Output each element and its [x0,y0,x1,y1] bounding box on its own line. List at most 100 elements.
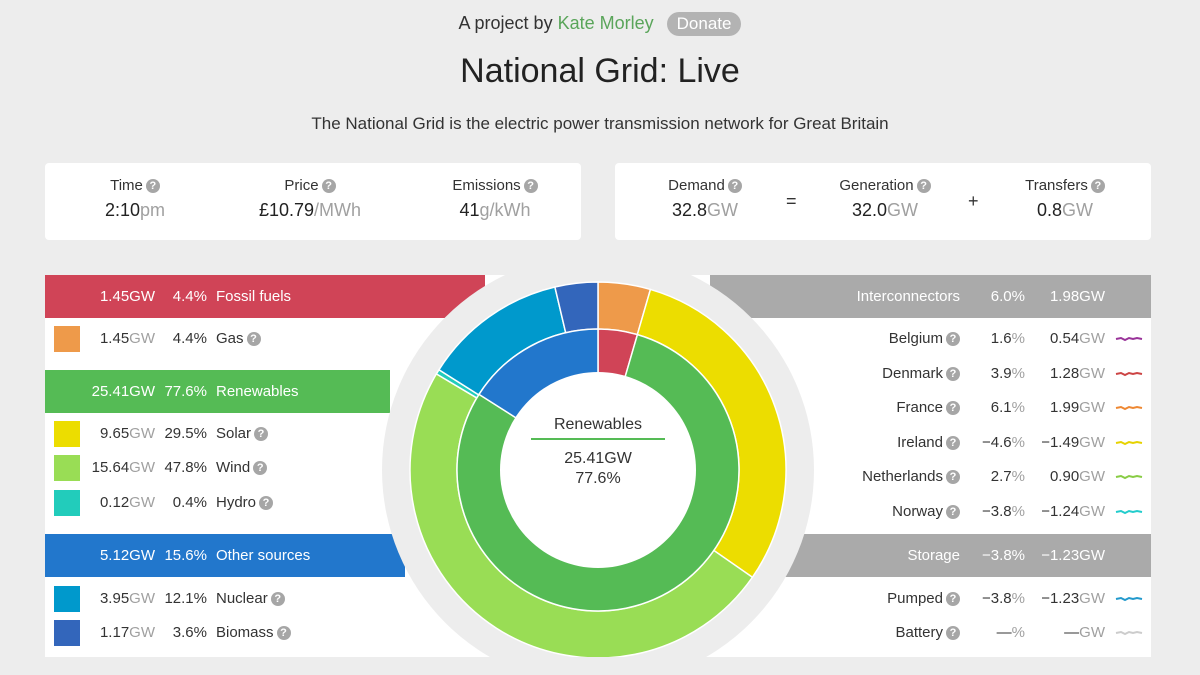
storage-label: Pumped [887,590,943,607]
help-icon[interactable]: ? [523,179,538,194]
stat-demand-label: Demand [668,177,725,194]
storage-band: Storage −3.8% −1.23GW [765,534,1151,577]
interconnectors-row: Netherlands? 2.7% 0.90GW [710,460,1151,494]
donate-button[interactable]: Donate [666,12,742,36]
gas-gw: 1.45 [99,330,130,347]
renewables-gw-unit: GW [129,383,155,400]
storage-row: Battery? —% —GW [710,616,1151,650]
biomass-gw: 1.17 [99,624,130,641]
help-icon[interactable]: ? [946,592,960,607]
storage-row: Pumped? −3.8% −1.23GW [710,582,1151,616]
help-icon[interactable]: ? [946,435,960,450]
storage-gw-unit: GW [1079,590,1105,607]
storage-pct-unit: % [1011,590,1025,607]
storage-pct-unit: % [1011,624,1025,641]
help-icon[interactable]: ? [946,470,960,485]
help-icon[interactable]: ? [259,496,274,511]
stat-transfers-value: 0.8 [1036,200,1063,220]
fossil-gw-unit: GW [129,288,155,305]
nuclear-pct: 12.1% [164,590,207,607]
storage-gw-unit: GW [1079,547,1105,564]
other-gw: 5.12 [99,547,130,564]
interconnectors-pct-unit: % [1011,399,1025,416]
storage-gw: −1.23 [1041,547,1080,564]
interconnectors-label: Norway [892,502,943,520]
stat-demand-value: 32.8 [671,200,708,220]
help-icon[interactable]: ? [727,179,742,194]
biomass-pct: 3.6% [172,624,207,641]
byline: A project by Kate Morley Donate [0,12,1200,36]
help-icon[interactable]: ? [946,401,960,416]
interconnectors-label: Ireland [897,433,943,451]
help-icon[interactable]: ? [946,626,960,641]
biomass-label: Biomass [216,624,274,641]
interconnectors-pct-unit: % [1011,468,1025,485]
storage-label: Storage [907,547,960,564]
help-icon[interactable]: ? [253,461,268,476]
help-icon[interactable]: ? [946,366,960,381]
author-link[interactable]: Kate Morley [557,13,654,33]
renewables-gw: 25.41 [91,383,130,400]
interconnectors-pct: −3.8 [982,502,1012,520]
other-sources-band: 5.12GW 15.6% Other sources [45,534,405,577]
plus-sign: + [968,191,979,211]
fossil-pct: 4.4% [172,288,207,305]
help-icon[interactable]: ? [1090,179,1105,194]
help-icon[interactable]: ? [916,179,931,194]
interconnectors-gw: 1.98 [1049,288,1080,305]
storage-pct: −3.8% [982,547,1025,564]
help-icon[interactable]: ? [145,179,160,194]
biomass-swatch [54,620,80,646]
nuclear-gw: 3.95 [99,590,130,607]
sparkline-icon [1115,509,1143,514]
solar-label: Solar [216,425,252,442]
stat-time-label: Time [110,177,143,194]
help-icon[interactable]: ? [276,626,291,641]
help-icon[interactable]: ? [321,179,336,194]
sparkline-icon [1115,371,1143,376]
nuclear-gw-unit: GW [129,590,155,607]
gas-swatch [54,326,80,352]
interconnectors-pct-unit: % [1011,364,1025,382]
stat-emissions: Emissions? 41g/kWh [435,177,555,221]
interconnectors-pct: 1.6 [990,330,1012,347]
byline-prefix: A project by [458,13,553,33]
interconnectors-label: Netherlands [862,468,943,485]
hydro-pct: 0.4% [172,494,207,511]
fossil-fuels-band: 1.45GW 4.4% Fossil fuels [45,275,485,318]
donut-center-gw: 25.41GW [564,450,632,467]
solar-swatch [54,421,80,447]
wind-gw-unit: GW [129,459,155,476]
nuclear-label: Nuclear [216,590,268,607]
gas-label: Gas [216,330,244,347]
help-icon[interactable]: ? [254,427,269,442]
renewables-band: 25.41GW 77.6% Renewables [45,370,390,413]
solar-pct: 29.5% [164,425,207,442]
wind-row: 15.64GW 47.8% Wind? [45,451,385,485]
biomass-gw-unit: GW [129,624,155,641]
interconnectors-row: Ireland? −4.6% −1.49GW [710,426,1151,460]
sparkline-icon [1115,405,1143,411]
stat-transfers-label: Transfers [1025,177,1088,194]
help-icon[interactable]: ? [946,504,960,519]
interconnectors-pct-unit: % [1011,502,1025,520]
help-icon[interactable]: ? [270,592,285,607]
wind-pct: 47.8% [164,459,207,476]
wind-label: Wind [216,459,251,476]
interconnectors-gw-unit: GW [1079,433,1105,451]
interconnectors-row: Norway? −3.8% −1.24GW [710,495,1151,529]
storage-pct: −3.8 [982,590,1012,607]
wind-swatch [54,455,80,481]
help-icon[interactable]: ? [246,332,261,347]
help-icon[interactable]: ? [946,332,960,347]
stat-emissions-unit: g/kWh [479,200,531,220]
interconnectors-gw: 0.54 [1049,330,1080,347]
interconnectors-label: Interconnectors [856,288,960,305]
other-gw-unit: GW [129,547,155,564]
sparkline-icon [1115,474,1143,480]
hydro-gw: 0.12 [99,494,130,511]
stat-generation-value: 32.0 [851,200,888,220]
interconnectors-band: Interconnectors 6.0% 1.98GW [710,275,1151,318]
stat-transfers: Transfers? 0.8GW [1010,177,1120,221]
stat-time-unit: pm [140,200,166,220]
